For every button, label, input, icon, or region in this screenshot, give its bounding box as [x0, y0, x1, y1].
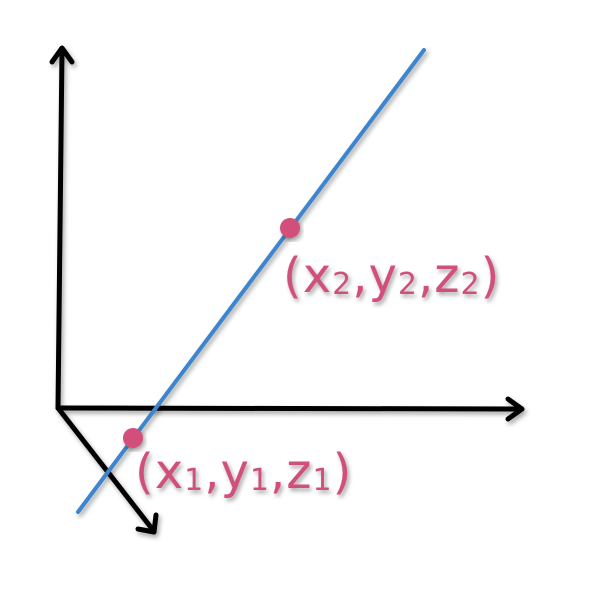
point-p2 [280, 218, 300, 238]
point-p2-label: (x2,y2,z2) [283, 248, 501, 304]
z-axis-arrowhead [135, 512, 159, 535]
z-axis [55, 405, 156, 533]
y-axis-arrowhead [49, 45, 75, 65]
axes [49, 45, 525, 535]
y-axis [55, 47, 65, 411]
point-p1-label: (x1,y1,z1) [135, 444, 353, 500]
point-p1 [123, 428, 143, 448]
x-axis-arrowhead [505, 396, 525, 422]
x-axis [55, 405, 523, 412]
